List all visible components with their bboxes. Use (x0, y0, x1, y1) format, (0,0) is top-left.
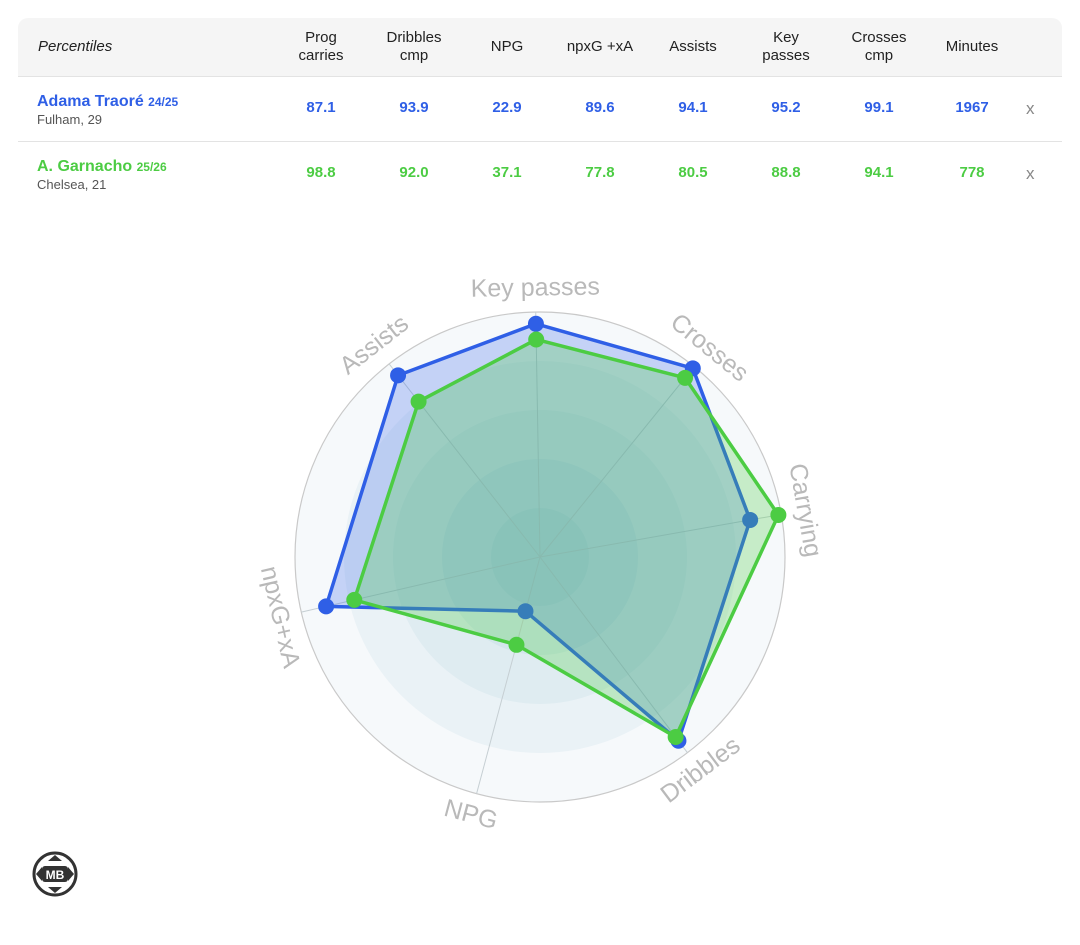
radar-series-area (352, 337, 781, 739)
radar-point (390, 367, 407, 384)
radar-point (508, 636, 525, 653)
col-header-line: Crosses (851, 29, 907, 46)
radar-point (742, 511, 759, 528)
radar-spoke (535, 312, 541, 558)
radar-point (318, 598, 335, 615)
percentile-table: Percentiles Prog carries Dribbles cmp NPG … (18, 18, 1062, 206)
col-header-line: npxG +xA (566, 38, 634, 55)
radar-point (677, 369, 694, 386)
player-club-age: Chelsea, 21 (37, 177, 107, 192)
col-header-line: cmp (399, 47, 429, 64)
cell-key-passes: 95.2 (771, 99, 801, 116)
cell-minutes: 778 (959, 164, 985, 181)
table-header: Percentiles Prog carries Dribbles cmp NPG … (18, 18, 1062, 77)
radar-series-area (324, 322, 752, 743)
logo-text: MB (46, 868, 65, 882)
table-row-player-1: Adama Traoré 24/25 Fulham, 29 87.1 93.9 … (18, 77, 1062, 141)
remove-player-button[interactable]: x (1026, 164, 1035, 183)
cell-npxg-xa: 89.6 (585, 99, 615, 116)
radar-axis-label: Carrying (783, 461, 827, 559)
cell-crosses-cmp: 99.1 (864, 99, 894, 116)
percentiles-label: Percentiles (38, 38, 113, 55)
player-name-text: A. Garnacho (37, 158, 133, 175)
col-header-line: passes (762, 47, 810, 64)
col-header-line: Prog (305, 29, 337, 46)
cell-assists: 80.5 (678, 164, 708, 181)
col-header-npg[interactable]: NPG (462, 18, 552, 76)
player-club-age: Fulham, 29 (37, 112, 103, 127)
player-season: 25/26 (136, 160, 167, 174)
col-header-line: Minutes (945, 38, 999, 55)
radar-point (517, 603, 534, 620)
col-header-line: Key (773, 29, 799, 46)
col-header-line: Dribbles (386, 29, 442, 46)
cell-crosses-cmp: 94.1 (864, 164, 894, 181)
radar-spoke (539, 556, 688, 753)
col-header-key-passes[interactable]: Key passes (741, 18, 831, 76)
radar-axis-label: NPG (441, 794, 501, 835)
col-header-line: carries (298, 47, 344, 64)
cell-dribbles-cmp: 93.9 (399, 99, 429, 116)
table-row-player-2: A. Garnacho 25/26 Chelsea, 21 98.8 92.0 … (18, 142, 1062, 206)
player-name[interactable]: A. Garnacho 25/26 (37, 158, 167, 176)
cell-npg: 37.1 (492, 164, 522, 181)
cell-prog-carries: 98.8 (306, 164, 336, 181)
col-header-minutes[interactable]: Minutes (927, 18, 1017, 76)
col-header-assists[interactable]: Assists (648, 18, 738, 76)
col-header-line: cmp (864, 47, 894, 64)
col-header-npxg-xa[interactable]: npxG +xA (555, 18, 645, 76)
col-header-dribbles-cmp[interactable]: Dribbles cmp (369, 18, 459, 76)
radar-point (667, 729, 684, 746)
cell-npxg-xa: 77.8 (585, 164, 615, 181)
player-season: 24/25 (148, 95, 179, 109)
radar-spoke (539, 366, 695, 558)
radar-point (527, 315, 544, 332)
radar-point (528, 331, 545, 348)
player-name-text: Adama Traoré (37, 93, 144, 110)
player-name[interactable]: Adama Traoré 24/25 (37, 93, 178, 111)
radar-point (770, 506, 787, 523)
cell-key-passes: 88.8 (771, 164, 801, 181)
cell-npg: 22.9 (492, 99, 522, 116)
radar-spoke (301, 556, 541, 613)
radar-spoke (539, 513, 782, 558)
mb-logo: MB (32, 851, 78, 897)
radar-outer-ring (294, 311, 786, 803)
cell-prog-carries: 87.1 (306, 99, 336, 116)
cell-assists: 94.1 (678, 99, 708, 116)
col-header-prog-carries[interactable]: Prog carries (276, 18, 366, 76)
col-header-crosses-cmp[interactable]: Crosses cmp (834, 18, 924, 76)
radar-point (410, 393, 427, 410)
radar-point (346, 591, 363, 608)
cell-minutes: 1967 (955, 99, 989, 116)
radar-axis-label: Key passes (470, 273, 600, 303)
remove-player-button[interactable]: x (1026, 99, 1035, 118)
col-header-line: Assists (669, 38, 717, 55)
col-header-line: NPG (490, 38, 524, 55)
cell-dribbles-cmp: 92.0 (399, 164, 429, 181)
row-divider (18, 141, 1062, 142)
radar-spoke (476, 556, 541, 794)
